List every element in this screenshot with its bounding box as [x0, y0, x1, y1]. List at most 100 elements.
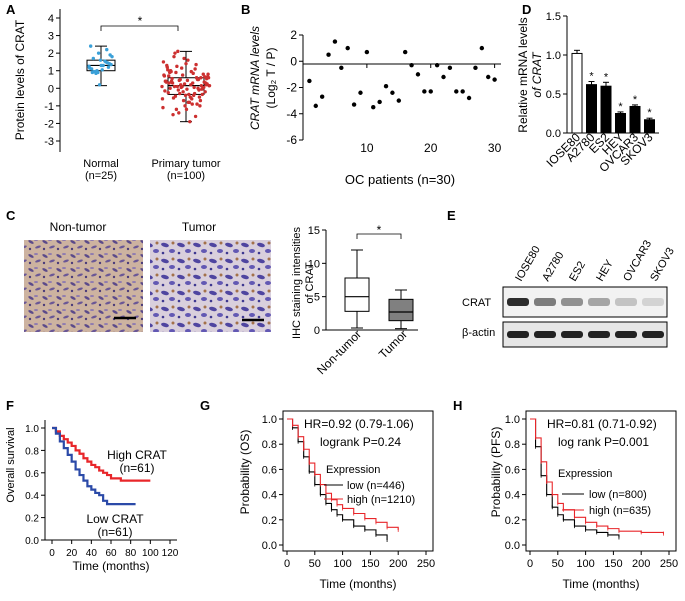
- data-point: [166, 90, 170, 95]
- y-tick-label: 0: [48, 83, 54, 95]
- y-ticks: 1.5 1.0 0.5 0.0: [546, 11, 567, 140]
- data-point: [164, 79, 168, 83]
- band-beta-actin: [561, 331, 583, 338]
- x-tick-label: 120: [162, 548, 179, 559]
- data-point: [190, 102, 194, 106]
- y-tick-label: 1.0: [25, 424, 39, 435]
- x-ticks: 0 50 100 150 200 250: [527, 551, 678, 570]
- data-point: [88, 44, 93, 48]
- band-crat: [588, 298, 610, 306]
- data-point: [170, 76, 174, 81]
- band-beta-actin: [642, 331, 664, 338]
- ihc-image-non-tumor: [24, 240, 143, 332]
- y-tick-label: 1.0: [505, 414, 520, 426]
- legend-low: low (n=446): [347, 480, 405, 492]
- y-ticks: 1.0 0.8 0.6 0.4 0.2 0.0: [505, 414, 526, 552]
- y-tick-label: 15: [308, 225, 320, 237]
- data-point: [197, 95, 202, 99]
- band-crat: [615, 298, 637, 306]
- y-axis-label: Relative mRNA levels: [516, 17, 530, 132]
- lane-label: ES2: [567, 259, 588, 283]
- data-point: [103, 59, 107, 63]
- y-tick-label: 0.0: [25, 536, 39, 547]
- data-point: [428, 89, 433, 94]
- data-point: [163, 89, 167, 93]
- y-tick-label: 0.6: [262, 464, 277, 476]
- y-axis-label-units: (Log₂ T / P): [264, 48, 278, 109]
- data-point: [319, 94, 325, 99]
- y-tick-label: 0.8: [262, 439, 277, 451]
- data-point: [203, 90, 207, 94]
- y-tick-label: 0.0: [262, 540, 277, 552]
- bar: [586, 84, 597, 134]
- data-point: [166, 68, 170, 72]
- y-tick-label: -2: [286, 81, 297, 95]
- data-point: [167, 81, 171, 85]
- scatter-points: [307, 39, 497, 110]
- data-point: [169, 79, 174, 83]
- data-point: [105, 47, 109, 52]
- box: [344, 277, 370, 312]
- data-point: [189, 69, 193, 74]
- data-point: [173, 51, 177, 55]
- x-tick-label: 0: [284, 558, 290, 570]
- data-point: [201, 72, 205, 76]
- x-tick-label: 50: [552, 558, 564, 570]
- data-point: [176, 88, 181, 92]
- data-point: [364, 49, 370, 55]
- panel-label: D: [522, 2, 531, 17]
- significance-marker: *: [633, 94, 638, 106]
- x-tick-label: 200: [389, 558, 407, 570]
- data-point: [98, 58, 103, 62]
- x-tick-label: 20: [66, 548, 78, 559]
- category-label: Tumor: [376, 327, 410, 361]
- data-point: [160, 84, 164, 89]
- data-point: [172, 54, 176, 59]
- series-count-high: (n=61): [119, 461, 154, 475]
- category-label: Normal: [83, 158, 118, 170]
- data-point: [169, 69, 173, 74]
- data-point: [183, 104, 187, 108]
- data-point: [307, 78, 312, 84]
- significance-marker: *: [618, 101, 623, 113]
- y-tick-label: 0.6: [505, 464, 520, 476]
- y-tick-label: 0.4: [25, 491, 39, 502]
- legend-title: Expression: [558, 468, 612, 480]
- y-tick-label: -3: [44, 136, 54, 148]
- data-point: [90, 70, 95, 75]
- data-point: [192, 85, 196, 90]
- significance-bracket: [100, 25, 179, 31]
- y-tick-label: -2: [44, 118, 54, 130]
- category-count: (n=100): [167, 170, 205, 182]
- panel-label: B: [241, 2, 250, 17]
- band-crat: [534, 298, 556, 306]
- y-ticks: 1.0 0.8 0.6 0.4 0.2 0.0: [262, 414, 283, 552]
- y-ticks: 2 0 -2 -4 -6: [286, 28, 303, 147]
- row-label: CRAT: [462, 297, 491, 309]
- x-tick-label: 20: [424, 141, 438, 155]
- x-ticks: 0 20 40 60 80 100 120: [49, 540, 179, 559]
- data-point: [108, 53, 112, 57]
- data-point: [187, 92, 191, 97]
- survival-curves: [52, 426, 151, 506]
- data-point: [492, 77, 497, 82]
- x-tick-label: 0: [49, 548, 55, 559]
- legend-high: high (n=1210): [347, 494, 415, 506]
- data-point: [168, 86, 172, 90]
- y-axis-label: CRAT mRNA levels: [248, 26, 262, 130]
- panel-label: A: [6, 2, 16, 17]
- data-point: [447, 65, 453, 71]
- data-point: [99, 63, 103, 68]
- panel-g: G Probability (OS) 1.0 0.8 0.6 0.4 0.2 0.0 0 5…: [200, 398, 435, 591]
- y-ticks: 1.0 0.8 0.6 0.4 0.2 0.0: [25, 424, 45, 547]
- data-point: [205, 82, 209, 86]
- y-axis-label: Probability (PFS): [489, 427, 503, 518]
- y-tick-label: 3: [48, 31, 54, 43]
- x-tick-label: 100: [576, 558, 594, 570]
- data-point: [172, 84, 177, 89]
- data-point: [199, 76, 203, 80]
- y-tick-label: 0.8: [25, 446, 39, 457]
- image-title: Non-tumor: [50, 220, 107, 234]
